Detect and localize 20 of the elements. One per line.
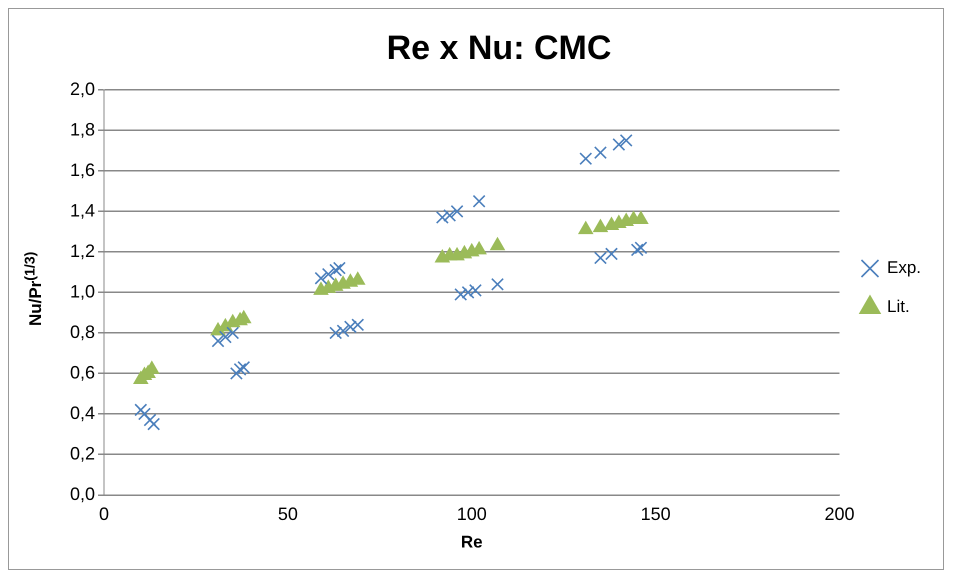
y-tick-label: 1,8 — [70, 119, 96, 140]
y-tick-label: 0,8 — [70, 322, 96, 342]
y-tick-label: 1,4 — [70, 200, 96, 220]
y-tick-label: 0,2 — [70, 443, 96, 464]
y-tick-label: 1,2 — [70, 240, 96, 261]
y-tick-label: 1,0 — [70, 281, 96, 302]
x-axis-title: Re — [460, 532, 483, 552]
x-tick-label: 150 — [640, 504, 671, 524]
legend-label: Exp. — [886, 258, 922, 278]
chart-title: Re x Nu: CMC — [386, 28, 612, 67]
legend-label: Lit. — [886, 297, 910, 316]
y-tick-label: 1,6 — [70, 160, 96, 180]
y-tick-label: 0,4 — [70, 402, 96, 423]
y-tick-label: 0,6 — [70, 362, 96, 382]
y-tick-label: 0,0 — [70, 484, 96, 504]
y-tick-label: 2,0 — [70, 78, 96, 99]
x-tick-label: 200 — [824, 504, 855, 524]
x-tick-label: 100 — [456, 504, 487, 524]
x-tick-label: 50 — [278, 504, 298, 524]
x-tick-label: 0 — [99, 504, 110, 524]
